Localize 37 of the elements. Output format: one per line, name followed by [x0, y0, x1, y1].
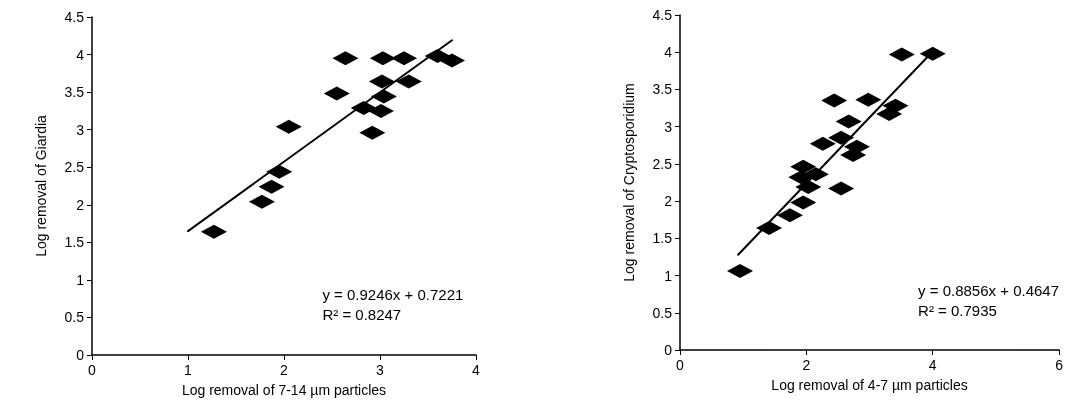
- y-tick-label: 1: [76, 271, 85, 288]
- y-tick-label: 1: [664, 267, 673, 284]
- x-tick-label: 2: [802, 357, 811, 373]
- x-tick-label: 4: [472, 362, 481, 378]
- y-tick-label: 3.5: [64, 84, 85, 101]
- annotation: y = 0.8856x + 0.4647: [918, 282, 1060, 299]
- y-tick-label: 2.5: [64, 159, 85, 176]
- y-tick-label: 4.5: [652, 7, 673, 23]
- y-tick-label: 0.5: [652, 304, 673, 321]
- y-tick-label: 0: [664, 342, 673, 358]
- y-tick-label: 0.5: [64, 309, 85, 326]
- annotation: R² = 0.8247: [322, 306, 402, 324]
- y-tick-label: 4: [76, 46, 85, 63]
- y-tick-label: 2: [76, 196, 85, 213]
- y-tick-label: 1.5: [64, 234, 85, 251]
- annotation: R² = 0.7935: [918, 302, 997, 319]
- y-axis-title: Log removal of Cryptosporidium: [621, 83, 637, 282]
- y-tick-label: 4: [664, 44, 673, 61]
- x-tick-label: 4: [928, 357, 937, 373]
- x-tick-label: 1: [184, 362, 193, 378]
- x-tick-label: 6: [1055, 357, 1064, 373]
- y-tick-label: 3.5: [652, 81, 673, 98]
- y-tick-label: 2: [664, 193, 673, 210]
- x-tick-label: 2: [280, 362, 289, 378]
- x-tick-label: 0: [88, 362, 97, 378]
- y-tick-label: 4.5: [64, 9, 85, 25]
- y-tick-label: 3: [664, 118, 673, 135]
- annotation: y = 0.9246x + 0.7221: [322, 286, 464, 304]
- y-axis-title: Log removal of Giardia: [33, 114, 49, 257]
- x-axis-title: Log removal of 7-14 µm particles: [181, 382, 387, 398]
- y-tick-label: 3: [76, 121, 85, 138]
- y-tick-label: 2.5: [652, 155, 673, 172]
- y-tick-label: 1.5: [652, 230, 673, 247]
- x-tick-label: 3: [376, 362, 385, 378]
- y-tick-label: 0: [76, 347, 85, 363]
- x-axis-title: Log removal of 4-7 µm particles: [771, 377, 968, 393]
- x-tick-label: 0: [676, 357, 685, 373]
